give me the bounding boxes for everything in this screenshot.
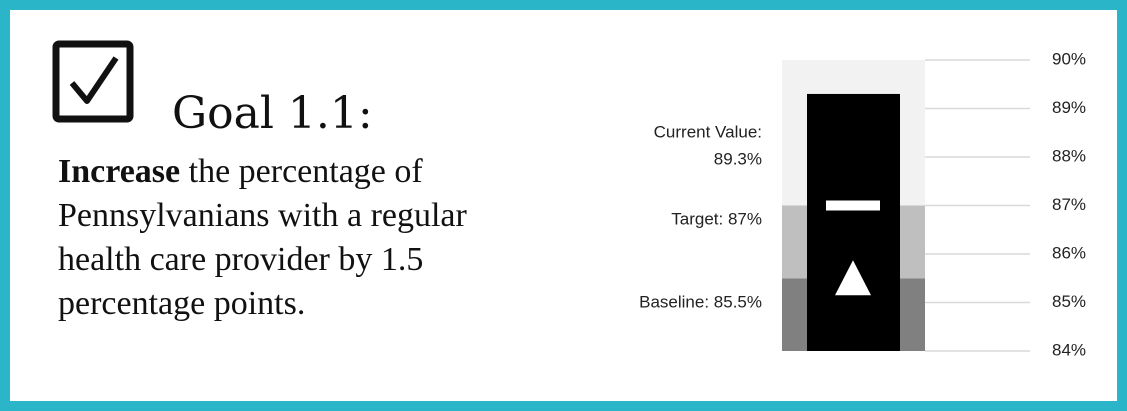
checkmark (69, 56, 119, 104)
target-label: Target: 87% (671, 209, 762, 228)
description-text: the percentage of Pennsylvanians with a … (58, 153, 467, 322)
checkbox (52, 40, 134, 123)
y-tick-label: 85% (1052, 292, 1086, 311)
goal-title: Goal 1.1: (172, 88, 373, 139)
y-tick-label: 86% (1052, 243, 1086, 262)
y-tick-label: 87% (1052, 195, 1086, 214)
baseline-marker (835, 260, 871, 296)
current-bar (807, 93, 900, 351)
current-value-label: 89.3% (714, 149, 762, 168)
baseline-label: Baseline: 85.5% (639, 292, 762, 311)
target-marker (826, 200, 880, 211)
emphasis: Increase (58, 153, 181, 190)
y-tick-label: 88% (1052, 146, 1086, 165)
y-tick-label: 90% (1052, 49, 1086, 68)
y-tick-label: 84% (1052, 340, 1086, 359)
current-label: Current Value: (654, 122, 762, 141)
y-tick-label: 89% (1052, 98, 1086, 117)
goal-description: Increase the percentage of Pennsylvanian… (58, 150, 538, 326)
